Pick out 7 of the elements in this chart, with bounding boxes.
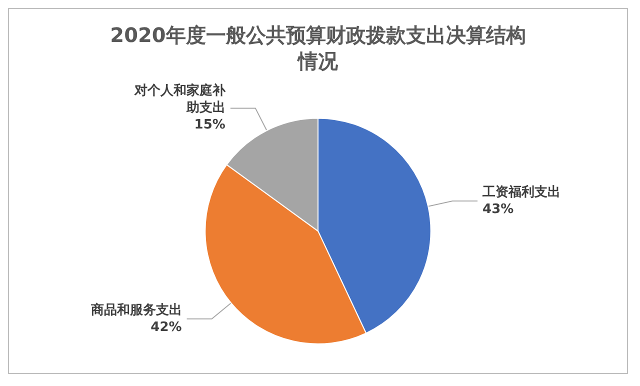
data-label: 15% xyxy=(194,118,226,133)
data-label: 43% xyxy=(482,202,514,217)
slice-label: 商品和服务支出 xyxy=(90,302,182,318)
chart-title: 2020年度一般公共预算财政拨款支出决算结构情况 xyxy=(110,23,526,73)
slice-label: 对个人和家庭补助支出 xyxy=(133,82,226,116)
data-label: 42% xyxy=(150,320,182,335)
slice-label: 工资福利支出 xyxy=(482,184,561,200)
